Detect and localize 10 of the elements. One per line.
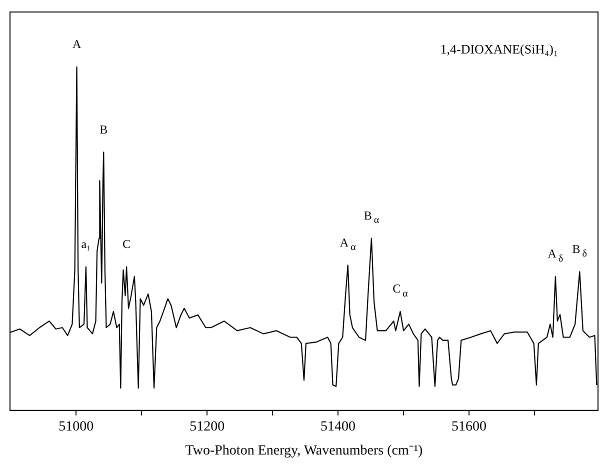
x-axis-title: Two-Photon Energy, Wavenumbers (cm⁻¹) [185, 443, 424, 458]
annotation: B [100, 122, 108, 136]
x-tick-label: 51000 [58, 419, 94, 434]
annotation: C [122, 236, 131, 251]
annotation: A [72, 37, 82, 52]
x-tick-label: 51600 [452, 419, 487, 434]
x-tick-label: 51200 [190, 419, 225, 434]
chart-title: 1,4-DIOXANE(SiH₄)₁ [440, 41, 558, 56]
annotation: a₁ [81, 236, 91, 251]
x-tick-label: 51400 [320, 419, 356, 434]
